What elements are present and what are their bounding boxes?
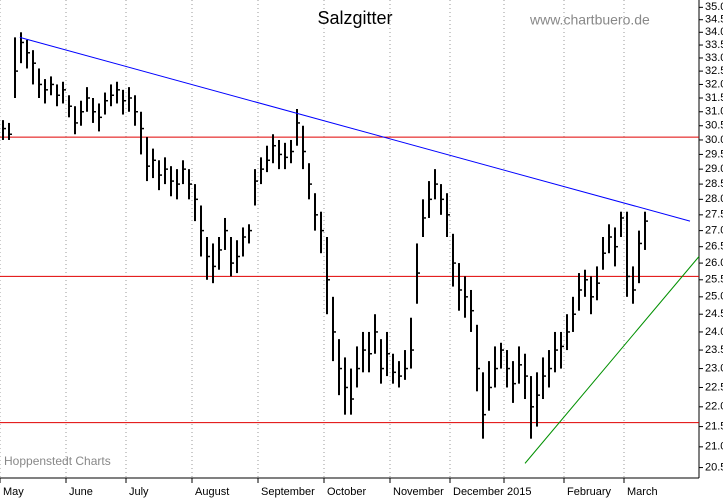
y-tick-label: 27.0 xyxy=(705,225,723,237)
y-tick-label: 28.0 xyxy=(705,193,723,205)
y-tick-label: 26.5 xyxy=(705,241,723,253)
credit: Hoppenstedt Charts xyxy=(4,454,111,468)
y-tick-label: 22.0 xyxy=(705,401,723,413)
trend-line xyxy=(19,36,691,222)
y-tick-label: 29.0 xyxy=(705,163,723,175)
y-tick-label: 34.5 xyxy=(705,14,723,26)
x-tick-label: 2015 xyxy=(507,486,531,498)
y-tick-label: 31.5 xyxy=(705,92,723,104)
x-tick-label: December xyxy=(453,486,504,498)
chart-title: Salzgitter xyxy=(317,8,392,28)
x-tick-label: October xyxy=(327,486,366,498)
y-tick-label: 35.0 xyxy=(705,1,723,13)
y-tick-label: 30.5 xyxy=(705,120,723,132)
y-tick-label: 30.0 xyxy=(705,134,723,146)
y-tick-label: 22.5 xyxy=(705,381,723,393)
trend-line xyxy=(524,256,700,464)
y-tick-label: 32.0 xyxy=(705,78,723,90)
y-tick-label: 21.0 xyxy=(705,441,723,453)
y-tick-label: 23.0 xyxy=(705,362,723,374)
y-tick-label: 26.0 xyxy=(705,257,723,269)
y-tick-label: 25.0 xyxy=(705,291,723,303)
y-tick-label: 32.5 xyxy=(705,65,723,77)
x-tick-label: November xyxy=(393,486,444,498)
y-tick-label: 24.5 xyxy=(705,308,723,320)
y-tick-label: 28.5 xyxy=(705,178,723,190)
x-tick-label: June xyxy=(69,486,93,498)
source: www.chartbuero.de xyxy=(529,12,650,28)
y-tick-label: 33.5 xyxy=(705,39,723,51)
x-tick-label: March xyxy=(627,486,658,498)
y-tick-label: 25.5 xyxy=(705,274,723,286)
x-tick-label: February xyxy=(567,486,612,498)
x-tick-label: July xyxy=(129,486,149,498)
y-tick-label: 23.5 xyxy=(705,344,723,356)
y-tick-label: 33.0 xyxy=(705,52,723,64)
y-tick-label: 24.0 xyxy=(705,326,723,338)
y-tick-label: 29.5 xyxy=(705,148,723,160)
x-tick-label: August xyxy=(195,486,229,498)
x-tick-label: May xyxy=(3,486,24,498)
y-tick-label: 21.5 xyxy=(705,420,723,432)
y-tick-label: 20.5 xyxy=(705,461,723,473)
x-tick-label: September xyxy=(261,486,315,498)
y-tick-label: 27.5 xyxy=(705,209,723,221)
y-tick-label: 31.0 xyxy=(705,106,723,118)
y-tick-label: 34.0 xyxy=(705,26,723,38)
